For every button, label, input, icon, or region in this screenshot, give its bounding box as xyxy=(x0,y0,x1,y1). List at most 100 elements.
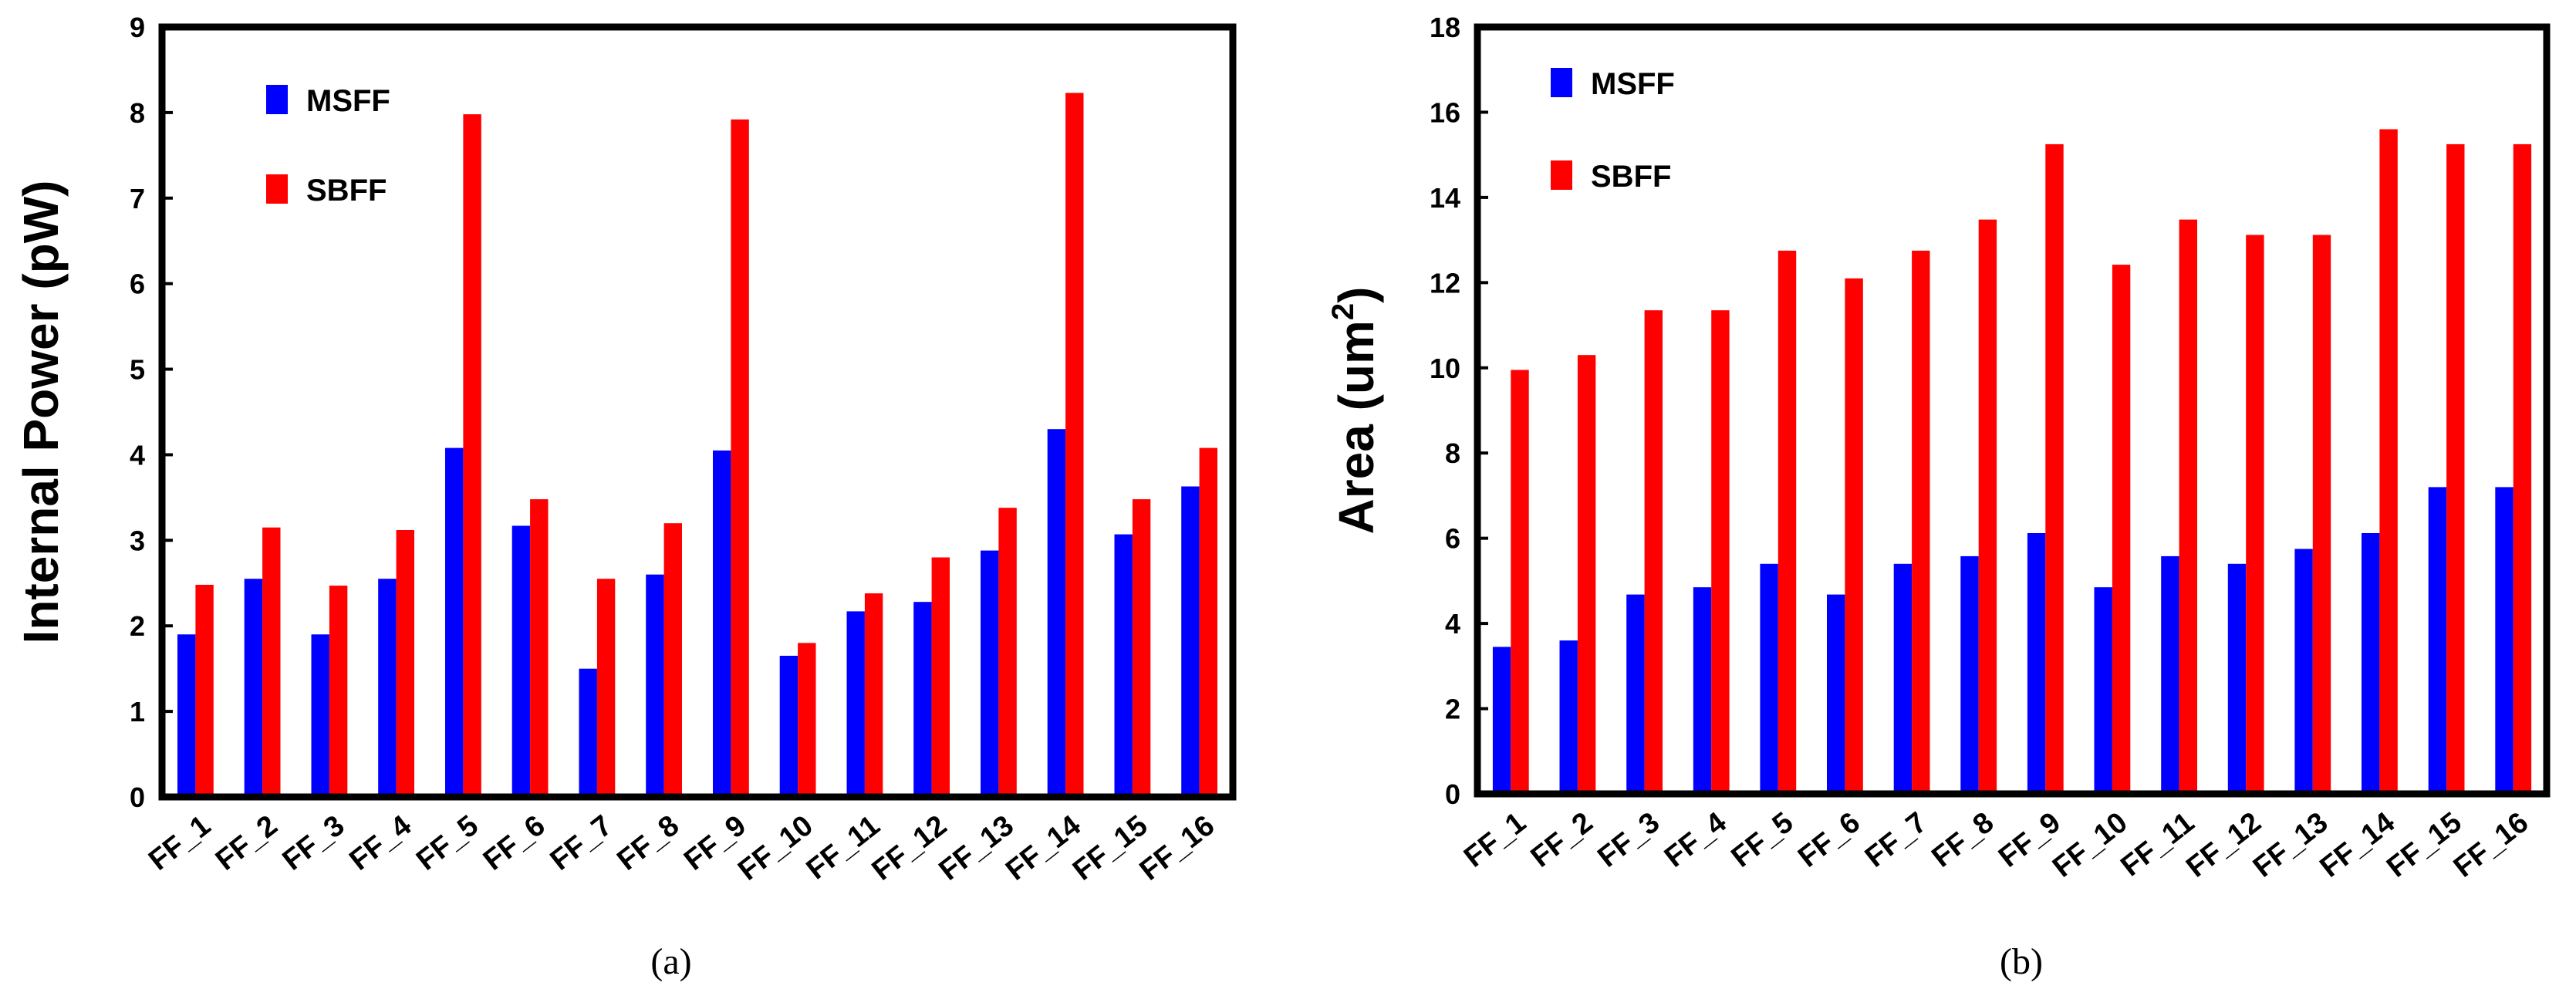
x-category-label: FF_3 xyxy=(277,809,351,877)
bar-msff-ff6 xyxy=(511,525,531,797)
bar-msff-ff7 xyxy=(579,668,597,797)
x-category-label: FF_5 xyxy=(1726,806,1800,874)
y-axis-label: Area (um2) xyxy=(1326,287,1384,535)
bar-msff-ff12 xyxy=(913,602,932,797)
legend-swatch-sbff xyxy=(266,174,288,204)
bar-sbff-ff2 xyxy=(262,527,281,797)
bar-sbff-ff12 xyxy=(931,557,950,797)
bar-sbff-ff11 xyxy=(2179,219,2197,795)
bar-sbff-ff5 xyxy=(1778,250,1797,794)
bar-msff-ff5 xyxy=(445,447,464,797)
x-category-label: FF_3 xyxy=(1592,806,1666,874)
bar-msff-ff10 xyxy=(779,656,798,797)
y-tick-label: 14 xyxy=(1430,182,1460,214)
y-tick-label: 4 xyxy=(130,439,145,471)
y-tick-label: 1 xyxy=(130,696,145,728)
bar-msff-ff14 xyxy=(2362,533,2380,794)
bar-sbff-ff16 xyxy=(1199,447,1217,797)
x-category-label: FF_2 xyxy=(210,809,284,877)
y-axis-label-text: Internal Power (pW) xyxy=(13,181,69,644)
bar-sbff-ff15 xyxy=(2446,143,2465,794)
plot-frame xyxy=(158,23,1237,801)
x-category-label: FF_11 xyxy=(2115,806,2200,883)
bar-msff-ff9 xyxy=(713,450,731,797)
bar-msff-ff13 xyxy=(981,550,999,797)
bar-msff-ff14 xyxy=(1047,429,1066,797)
y-tick-label: 16 xyxy=(1430,96,1460,128)
bar-msff-ff8 xyxy=(646,574,664,797)
bar-sbff-ff10 xyxy=(2112,265,2131,795)
y-tick-label: 6 xyxy=(130,268,145,300)
bar-sbff-ff10 xyxy=(798,643,816,797)
bar-msff-ff10 xyxy=(2094,587,2112,794)
legend-label-sbff: SBFF xyxy=(306,174,387,208)
bar-sbff-ff3 xyxy=(329,586,348,797)
y-tick-label: 5 xyxy=(130,354,145,386)
legend-swatch-msff xyxy=(266,85,288,114)
bar-sbff-ff6 xyxy=(530,499,549,797)
x-category-label: FF_11 xyxy=(801,809,886,886)
panel-caption: (a) xyxy=(650,941,691,982)
x-category-label: FF_6 xyxy=(478,809,552,877)
x-category-label: FF_13 xyxy=(934,809,1020,887)
x-category-label: FF_4 xyxy=(343,809,417,877)
bar-sbff-ff14 xyxy=(1065,93,1084,797)
x-category-label: FF_12 xyxy=(2180,806,2267,884)
bar-msff-ff5 xyxy=(1760,563,1778,794)
x-category-label: FF_8 xyxy=(1926,806,2000,874)
bar-sbff-ff13 xyxy=(2312,235,2331,794)
bar-msff-ff2 xyxy=(1559,640,1578,794)
y-axis-label: Internal Power (pW) xyxy=(13,181,69,644)
legend-label-msff: MSFF xyxy=(1591,67,1675,101)
bar-msff-ff1 xyxy=(1492,647,1511,794)
bar-sbff-ff9 xyxy=(731,119,749,798)
y-tick-label: 0 xyxy=(130,782,145,813)
bar-sbff-ff7 xyxy=(596,579,616,797)
bar-sbff-ff5 xyxy=(463,114,481,798)
bar-msff-ff11 xyxy=(2161,555,2179,794)
bar-sbff-ff3 xyxy=(1644,310,1663,794)
x-category-label: FF_5 xyxy=(410,809,484,877)
y-tick-label: 7 xyxy=(130,183,145,214)
bar-msff-ff2 xyxy=(244,579,263,797)
bar-msff-ff1 xyxy=(177,634,196,797)
bar-sbff-ff8 xyxy=(1978,219,1997,795)
y-axis-label-text: Area (um xyxy=(1329,320,1384,534)
bar-msff-ff6 xyxy=(1827,594,1845,794)
x-category-label: FF_10 xyxy=(732,809,819,887)
bar-msff-ff11 xyxy=(846,611,865,797)
x-category-label: FF_10 xyxy=(2047,806,2133,884)
x-category-label: FF_1 xyxy=(143,809,217,877)
x-category-label: FF_8 xyxy=(611,809,685,877)
y-tick-label: 0 xyxy=(1445,778,1460,810)
bar-msff-ff3 xyxy=(1626,594,1645,794)
legend-swatch-sbff xyxy=(1551,160,1572,190)
x-category-label: FF_16 xyxy=(1134,809,1220,887)
bar-msff-ff8 xyxy=(1960,555,1979,794)
y-tick-label: 2 xyxy=(1445,694,1460,725)
y-tick-label: 4 xyxy=(1445,608,1460,640)
bar-sbff-ff9 xyxy=(2045,143,2064,794)
x-category-label: FF_13 xyxy=(2247,806,2334,884)
bar-sbff-ff4 xyxy=(1711,310,1730,794)
bar-sbff-ff8 xyxy=(663,523,682,797)
legend-label-msff: MSFF xyxy=(306,84,390,118)
bar-sbff-ff16 xyxy=(2513,143,2532,794)
bar-msff-ff15 xyxy=(2428,487,2447,794)
x-category-label: FF_15 xyxy=(1067,809,1153,887)
x-category-label: FF_15 xyxy=(2381,806,2467,884)
bar-sbff-ff1 xyxy=(1511,370,1529,794)
panel-b-area: 024681012141618FF_1FF_2FF_3FF_4FF_5FF_6F… xyxy=(1326,12,2551,982)
bar-sbff-ff7 xyxy=(1912,250,1930,794)
panel-caption: (b) xyxy=(2000,941,2043,982)
x-category-label: FF_7 xyxy=(545,809,619,877)
y-tick-label: 9 xyxy=(130,12,145,43)
y-tick-label: 18 xyxy=(1430,12,1460,43)
bar-msff-ff4 xyxy=(1693,587,1712,794)
legend-swatch-msff xyxy=(1551,68,1572,97)
bar-msff-ff12 xyxy=(2227,563,2247,794)
x-category-label: FF_14 xyxy=(2314,806,2401,884)
bar-sbff-ff12 xyxy=(2246,235,2264,794)
y-axis-label-close: ) xyxy=(1329,287,1384,303)
